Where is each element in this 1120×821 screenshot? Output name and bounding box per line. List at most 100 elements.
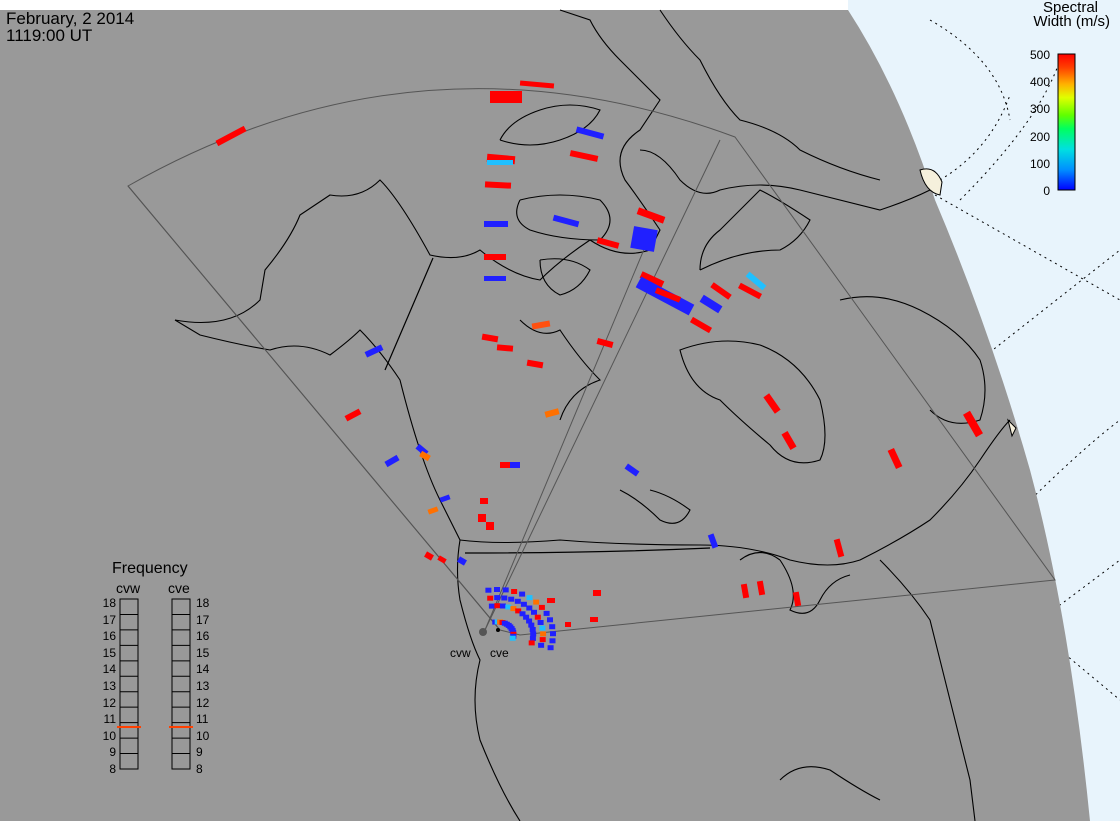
echo-cell [215,125,247,147]
frequency-tick-left: 13 [102,679,116,693]
echo-cell [480,498,488,504]
echo-cell [511,589,518,594]
colorbar [1057,53,1076,191]
echo-cell [457,556,467,566]
colorbar-tick-label: 0 [1043,184,1050,198]
time-label: 1119:00 UT [6,26,93,45]
frequency-col-cvw: cvw [116,580,141,596]
echo-cell [549,638,556,644]
frequency-tick-left: 15 [102,645,116,660]
echo-cell [487,595,494,601]
echo-cell [654,287,682,303]
echo-cell [740,583,750,599]
echo-cell [710,282,732,300]
echo-cell [505,604,512,610]
frequency-tick-right: 16 [196,629,210,644]
echo-cell [523,614,530,620]
colorbar-tick-label: 100 [1029,156,1050,171]
echo-cell [481,333,499,343]
frequency-tick-left: 12 [102,695,116,710]
echo-cell [439,494,451,503]
echo-cell [502,587,509,593]
echo-cell [499,603,506,609]
echo-cell [792,591,802,607]
echo-cell [569,150,599,162]
echo-cell [496,344,514,352]
echo-cell [484,221,508,227]
echo-cell [540,631,547,637]
echo-cell [488,603,495,609]
echo-cell [519,591,526,597]
echo-cell [530,631,537,637]
echo-cell [520,601,527,607]
frequency-tick-left: 17 [102,612,116,627]
echo-cell [419,450,431,462]
frequency-tick-left: 18 [102,596,116,610]
frequency-tick-right: 13 [196,679,210,693]
radar-label-cvw: cvw [450,646,471,660]
echo-cell [550,631,556,637]
echo-cell [526,605,533,611]
top-strip [0,0,848,10]
frequency-tick-right: 12 [196,695,210,710]
echo-cell [486,522,494,530]
echo-cell [478,514,486,522]
land-area [0,10,1090,821]
echo-cell [384,454,400,468]
echo-cell [437,555,447,564]
echo-cell [528,622,535,628]
echo-cell [484,254,506,260]
echo-cell [494,587,500,592]
echo-cell [528,640,535,646]
frequency-tick-right: 10 [196,728,210,743]
echo-cell [510,606,517,612]
echo-cell [508,596,515,602]
echo-cell [596,237,620,249]
frequency-tick-left: 11 [103,712,116,727]
echo-cell [344,408,362,422]
echo-cell [636,207,666,224]
echo-cell [565,622,571,627]
echo-cell [529,627,536,632]
frequency-col-cve: cve [168,580,190,596]
echo-cell [544,408,560,418]
echo-cell [833,538,845,558]
echo-cell [494,595,501,601]
frequency-title: Frequency [112,560,188,577]
echo-cell [699,294,723,314]
echo-cell [537,620,544,625]
echo-cell [519,80,555,89]
echo-cell [781,430,797,451]
echo-cell [427,506,439,515]
echo-cell [538,604,545,610]
echo-cell [515,608,522,614]
frequency-tick-left: 14 [102,662,116,677]
echo-cell [533,599,540,605]
echo-cell [547,598,555,603]
echo-cell [529,636,536,641]
frequency-tick-right: 15 [196,645,210,660]
frequency-tick-right: 9 [196,745,203,760]
border-lines [384,257,711,554]
echo-cell [539,625,546,631]
echo-cell [531,320,551,330]
date-label: February, 2 2014 [6,9,135,28]
echo-cell [500,462,510,468]
echo-cell [501,595,508,601]
echo-cell [590,617,598,622]
echo-cell [484,276,506,281]
coastlines [174,9,1011,821]
land-patch-2 [1007,418,1017,438]
echo-cell [963,410,983,438]
echo-cell [756,580,766,596]
echo-cell [364,344,384,358]
colorbar-tick-label: 300 [1029,102,1050,117]
frequency-tick-left: 16 [102,629,116,644]
land-patch [919,168,943,196]
frequency-tick-right: 17 [196,612,210,627]
echo-cell [593,590,601,596]
echo-cell [487,160,513,165]
frequency-tick-left: 9 [109,745,116,760]
